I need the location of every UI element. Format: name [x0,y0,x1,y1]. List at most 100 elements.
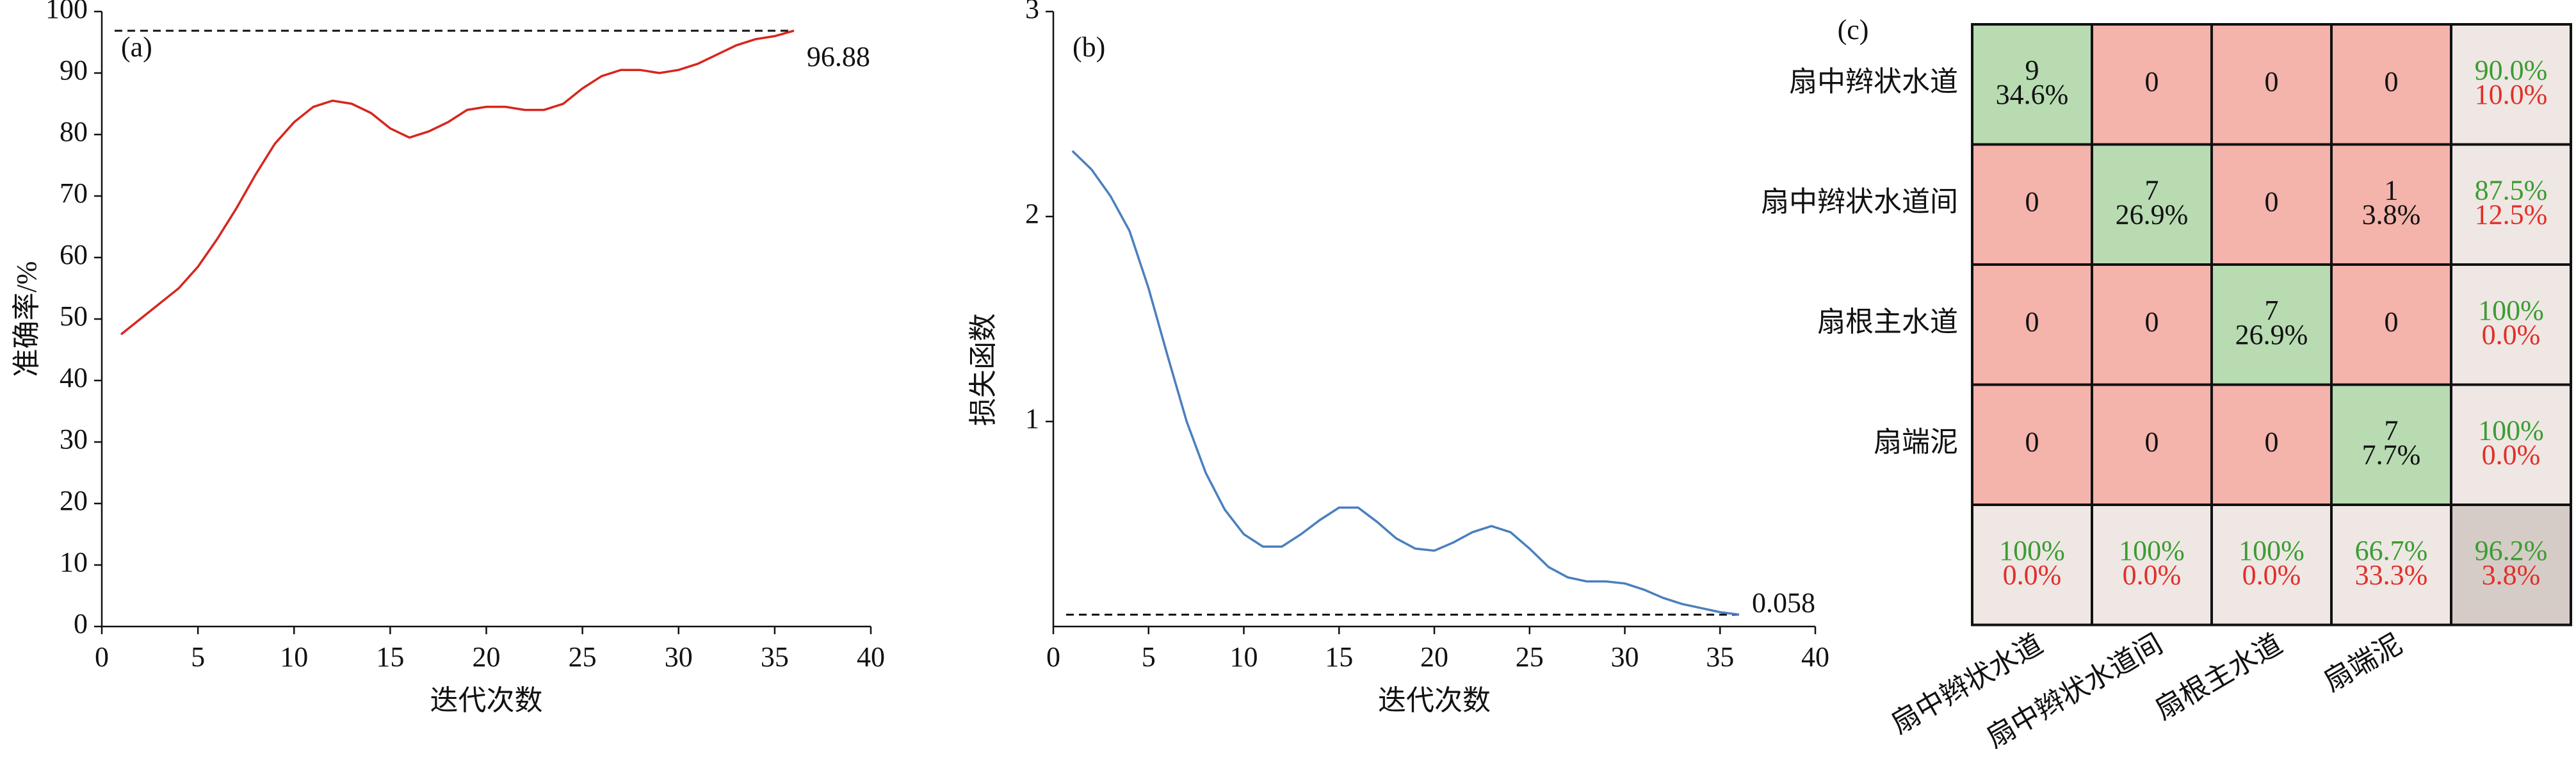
y-tick-label: 50 [60,300,88,332]
matrix-cell [2091,143,2213,266]
cell-count: 0 [2265,426,2279,457]
x-tick-label: 10 [1230,641,1258,673]
matrix-cell [1971,23,2093,146]
panel-label: (b) [1073,31,1105,63]
panel-label: (a) [121,31,152,63]
cell-count: 7 [2265,295,2279,326]
correct-rate: 90.0% [2475,54,2548,86]
reference-label: 96.88 [807,41,870,72]
col-summary-cell [2210,504,2333,627]
matrix-cell [2210,143,2333,266]
cell-percent: 26.9% [2116,199,2189,230]
row-label: 扇根主水道 [1817,306,1958,338]
cell-count: 7 [2145,174,2159,206]
x-axis-label: 迭代次数 [1378,685,1491,716]
cell-count: 0 [2145,66,2159,97]
x-tick-label: 20 [473,641,501,673]
error-rate: 0.0% [2003,559,2062,591]
col-label: 扇根主水道 [2150,628,2288,725]
cell-count: 7 [2385,414,2399,446]
x-tick-label: 5 [1142,641,1156,673]
y-tick-label: 10 [60,546,88,578]
y-axis-label: 准确率/% [11,261,42,377]
error-rate: 3.8% [2482,559,2541,591]
matrix-cell [2330,143,2452,266]
x-tick-label: 5 [191,641,205,673]
col-summary-cell [2091,504,2213,627]
y-tick-label: 40 [60,362,88,393]
error-rate: 33.3% [2355,559,2428,591]
y-tick-label: 60 [60,239,88,270]
cell-count: 0 [2385,306,2399,338]
row-label: 扇中辫状水道间 [1761,186,1958,217]
col-label: 扇端泥 [2319,628,2408,697]
row-label: 扇端泥 [1874,426,1958,457]
row-summary-cell [2450,263,2572,386]
error-rate: 0.0% [2482,439,2541,470]
correct-rate: 96.2% [2475,535,2548,566]
y-tick-label: 90 [60,54,88,86]
matrix-cell [1971,263,2093,386]
x-tick-label: 15 [1325,641,1353,673]
cell-count: 0 [2265,66,2279,97]
correct-rate: 87.5% [2475,174,2548,206]
error-rate: 10.0% [2475,79,2548,110]
correct-rate: 100% [2478,414,2544,446]
y-tick-label: 100 [45,0,88,24]
matrix-cell [2091,263,2213,386]
y-tick-label: 20 [60,485,88,516]
y-tick-label: 3 [1025,0,1039,24]
cell-count: 1 [2385,174,2399,206]
y-tick-label: 70 [60,177,88,209]
x-tick-label: 30 [665,641,693,673]
cell-count: 0 [2145,306,2159,338]
cell-percent: 26.9% [2235,319,2308,350]
matrix-cell [1971,383,2093,506]
row-label: 扇中辫状水道 [1789,66,1958,97]
y-tick-label: 1 [1025,403,1039,434]
matrix-cell [2210,23,2333,146]
matrix-cell [2091,383,2213,506]
x-tick-label: 35 [1706,641,1734,673]
panel-label: (c) [1838,14,1869,45]
cell-percent: 34.6% [1996,79,2069,110]
error-rate: 0.0% [2482,319,2541,350]
cell-count: 0 [2265,186,2279,217]
cell-count: 0 [2385,66,2399,97]
x-tick-label: 35 [761,641,789,673]
correct-rate: 100% [1999,535,2065,566]
matrix-cell [2330,23,2452,146]
data-line [1071,150,1740,616]
row-summary-cell [2450,23,2572,146]
error-rate: 0.0% [2123,559,2182,591]
y-tick-label: 80 [60,116,88,147]
x-tick-label: 25 [1516,641,1544,673]
x-tick-label: 15 [376,641,404,673]
y-axis-label: 损失函数 [968,313,999,426]
cell-count: 0 [2025,186,2039,217]
cell-percent: 7.7% [2362,439,2421,470]
x-tick-label: 30 [1611,641,1639,673]
row-summary-cell [2450,383,2572,506]
total-cell [2450,504,2572,627]
cell-count: 0 [2025,426,2039,457]
x-tick-label: 0 [95,641,109,673]
cell-count: 0 [2025,306,2039,338]
y-tick-label: 2 [1025,198,1039,229]
col-summary-cell [1971,504,2093,627]
error-rate: 0.0% [2242,559,2301,591]
cell-percent: 3.8% [2362,199,2421,230]
matrix-cell [2091,23,2213,146]
x-axis-label: 迭代次数 [430,685,543,716]
x-tick-label: 0 [1046,641,1060,673]
cell-count: 9 [2025,54,2039,86]
reference-label: 0.058 [1752,587,1815,619]
correct-rate: 100% [2478,295,2544,326]
x-tick-label: 20 [1420,641,1448,673]
x-tick-label: 25 [569,641,597,673]
correct-rate: 66.7% [2355,535,2428,566]
matrix-cell [2330,383,2452,506]
y-tick-label: 0 [74,608,88,639]
x-tick-label: 10 [280,641,308,673]
